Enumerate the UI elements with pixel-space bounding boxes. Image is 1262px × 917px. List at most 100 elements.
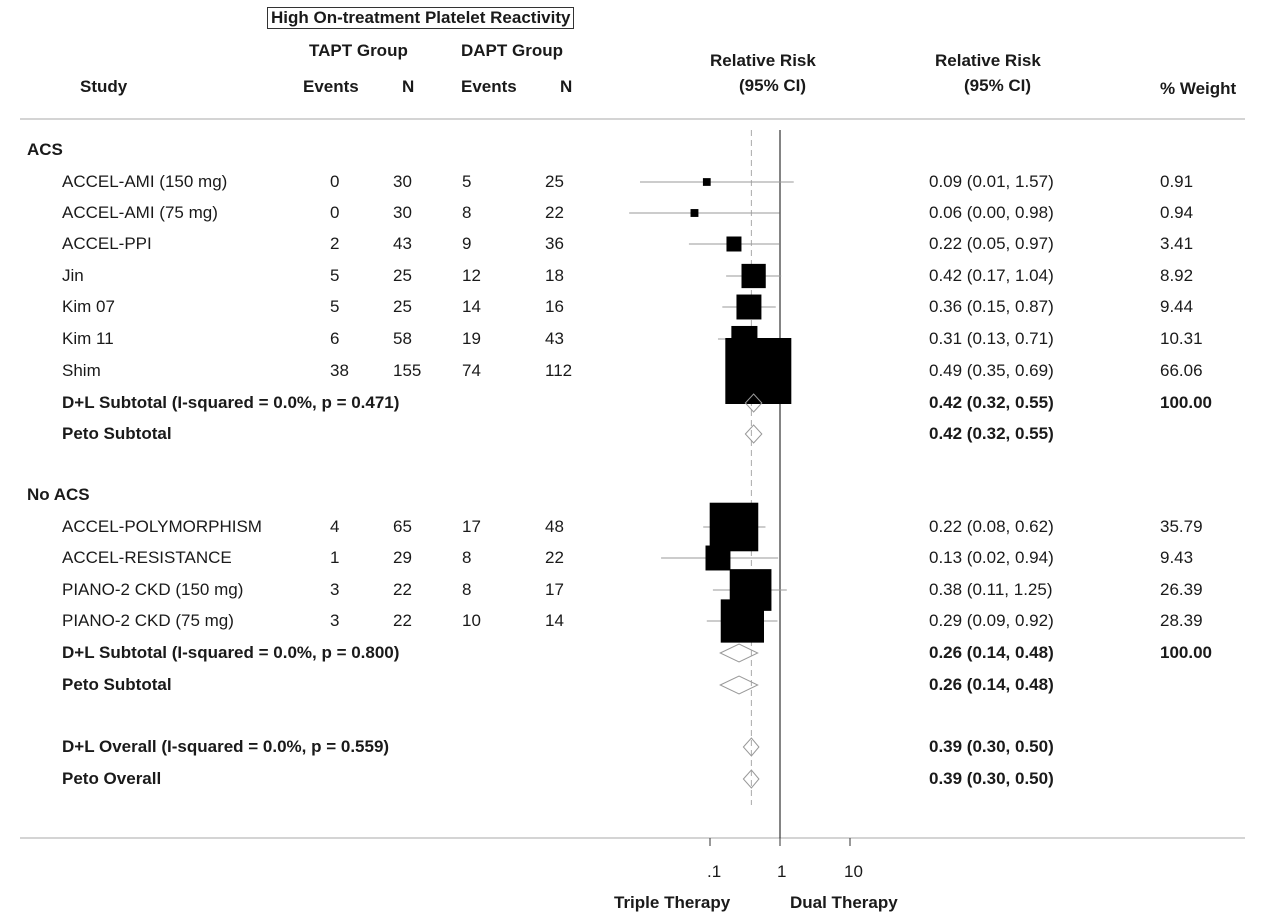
study-weight: 9.44 bbox=[1160, 297, 1194, 316]
dapt-group-header: DAPT Group bbox=[461, 41, 563, 60]
study-rr-ci: 0.06 (0.00, 0.98) bbox=[929, 203, 1054, 222]
study-label: Kim 07 bbox=[62, 297, 115, 316]
peto-overall-label: Peto Overall bbox=[62, 769, 162, 788]
tapt-n: 43 bbox=[393, 234, 412, 253]
study-rr-ci: 0.42 (0.17, 1.04) bbox=[929, 266, 1054, 285]
tapt-events: 3 bbox=[330, 580, 340, 599]
dapt-events: 74 bbox=[462, 361, 481, 380]
dl-overall-rr: 0.39 (0.30, 0.50) bbox=[929, 737, 1054, 756]
dapt-events: 5 bbox=[462, 172, 472, 191]
dapt-n: 22 bbox=[545, 548, 564, 567]
panel-title: High On-treatment Platelet Reactivity bbox=[267, 7, 575, 29]
tapt-n: 22 bbox=[393, 611, 412, 630]
dl-overall-label: D+L Overall (I-squared = 0.0%, p = 0.559… bbox=[62, 737, 390, 756]
dl-subtotal-diamond bbox=[744, 393, 763, 413]
dapt-n-header: N bbox=[560, 77, 573, 96]
tapt-events: 5 bbox=[330, 266, 340, 285]
study-rr-ci: 0.13 (0.02, 0.94) bbox=[929, 548, 1054, 567]
group-heading: ACS bbox=[27, 140, 63, 159]
ci-column-header: (95% CI) bbox=[964, 76, 1032, 95]
study-label: PIANO-2 CKD (150 mg) bbox=[62, 580, 244, 599]
x-direction-left: Triple Therapy bbox=[614, 893, 731, 912]
tapt-n: 25 bbox=[393, 266, 412, 285]
tapt-n-header: N bbox=[402, 77, 415, 96]
dl-subtotal-weight: 100.00 bbox=[1160, 643, 1212, 662]
dapt-events-header: Events bbox=[461, 77, 517, 96]
weight-header: % Weight bbox=[1160, 79, 1237, 98]
dl-subtotal-weight: 100.00 bbox=[1160, 393, 1212, 412]
peto-subtotal-rr: 0.42 (0.32, 0.55) bbox=[929, 424, 1054, 443]
study-label: ACCEL-PPI bbox=[62, 234, 152, 253]
study-label: Kim 11 bbox=[62, 329, 114, 348]
dapt-n: 112 bbox=[545, 361, 573, 380]
x-tick-label: .1 bbox=[707, 862, 722, 881]
peto-overall-diamond bbox=[742, 769, 760, 789]
study-rr-ci: 0.22 (0.08, 0.62) bbox=[929, 517, 1054, 536]
study-rr-ci: 0.29 (0.09, 0.92) bbox=[929, 611, 1054, 630]
tapt-events: 5 bbox=[330, 297, 340, 316]
study-rr-ci: 0.22 (0.05, 0.97) bbox=[929, 234, 1054, 253]
study-label: PIANO-2 CKD (75 mg) bbox=[62, 611, 234, 630]
peto-subtotal-rr: 0.26 (0.14, 0.48) bbox=[929, 675, 1054, 694]
tapt-events: 38 bbox=[330, 361, 349, 380]
dapt-events: 8 bbox=[462, 203, 472, 222]
study-square bbox=[736, 294, 762, 320]
study-label: Jin bbox=[62, 266, 84, 285]
dl-overall-diamond bbox=[742, 737, 760, 757]
dapt-n: 36 bbox=[545, 234, 564, 253]
study-weight: 28.39 bbox=[1160, 611, 1203, 630]
dapt-events: 12 bbox=[462, 266, 481, 285]
peto-subtotal-diamond bbox=[719, 675, 759, 695]
study-square bbox=[725, 338, 792, 404]
tapt-n: 30 bbox=[393, 203, 412, 222]
study-weight: 35.79 bbox=[1160, 517, 1203, 536]
study-square bbox=[720, 599, 765, 643]
study-label: ACCEL-AMI (150 mg) bbox=[62, 172, 228, 191]
study-weight: 0.91 bbox=[1160, 172, 1194, 191]
dl-subtotal-rr: 0.42 (0.32, 0.55) bbox=[929, 393, 1054, 412]
tapt-events: 2 bbox=[330, 234, 340, 253]
study-weight: 26.39 bbox=[1160, 580, 1203, 599]
group-heading: No ACS bbox=[27, 485, 90, 504]
study-square bbox=[702, 178, 711, 186]
dl-subtotal-label: D+L Subtotal (I-squared = 0.0%, p = 0.80… bbox=[62, 643, 400, 662]
tapt-n: 22 bbox=[393, 580, 412, 599]
dapt-n: 48 bbox=[545, 517, 564, 536]
plot-rr-header: Relative Risk bbox=[710, 51, 816, 70]
study-square bbox=[741, 263, 766, 289]
study-weight: 66.06 bbox=[1160, 361, 1203, 380]
tapt-events: 6 bbox=[330, 329, 340, 348]
study-rr-ci: 0.36 (0.15, 0.87) bbox=[929, 297, 1054, 316]
study-square bbox=[726, 236, 742, 252]
dl-subtotal-diamond bbox=[719, 643, 759, 663]
peto-overall-rr: 0.39 (0.30, 0.50) bbox=[929, 769, 1054, 788]
dapt-events: 8 bbox=[462, 548, 472, 567]
study-label: ACCEL-AMI (75 mg) bbox=[62, 203, 218, 222]
dapt-events: 17 bbox=[462, 517, 481, 536]
tapt-n: 58 bbox=[393, 329, 412, 348]
peto-subtotal-diamond bbox=[744, 424, 763, 444]
dapt-events: 14 bbox=[462, 297, 481, 316]
tapt-events: 0 bbox=[330, 172, 340, 191]
study-label: ACCEL-RESISTANCE bbox=[62, 548, 232, 567]
dapt-n: 25 bbox=[545, 172, 564, 191]
study-label: Shim bbox=[62, 361, 101, 380]
study-weight: 3.41 bbox=[1160, 234, 1194, 253]
dapt-n: 22 bbox=[545, 203, 564, 222]
dl-subtotal-label: D+L Subtotal (I-squared = 0.0%, p = 0.47… bbox=[62, 393, 400, 412]
dapt-n: 17 bbox=[545, 580, 564, 599]
plot-ci-header: (95% CI) bbox=[739, 76, 807, 95]
peto-subtotal-label: Peto Subtotal bbox=[62, 675, 172, 694]
tapt-events: 0 bbox=[330, 203, 340, 222]
tapt-events: 4 bbox=[330, 517, 340, 536]
dapt-n: 14 bbox=[545, 611, 564, 630]
study-rr-ci: 0.31 (0.13, 0.71) bbox=[929, 329, 1054, 348]
study-weight: 0.94 bbox=[1160, 203, 1194, 222]
peto-subtotal-label: Peto Subtotal bbox=[62, 424, 172, 443]
tapt-events: 3 bbox=[330, 611, 340, 630]
tapt-n: 29 bbox=[393, 548, 412, 567]
dapt-n: 43 bbox=[545, 329, 564, 348]
tapt-n: 25 bbox=[393, 297, 412, 316]
study-rr-ci: 0.49 (0.35, 0.69) bbox=[929, 361, 1054, 380]
study-label: ACCEL-POLYMORPHISM bbox=[62, 517, 262, 536]
